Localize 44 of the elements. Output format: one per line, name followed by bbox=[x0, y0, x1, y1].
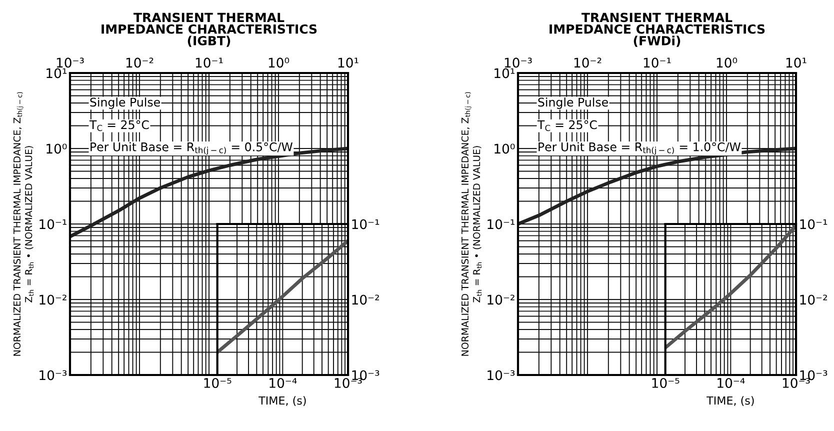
y-tick-label: 10⁻² bbox=[352, 294, 379, 305]
x-tick-label: 10⁰ bbox=[268, 58, 290, 68]
y-tick-label: 10⁻¹ bbox=[800, 219, 828, 230]
annotation: Per Unit Base = R$_{th(j−c)}$ = 1.0°C/W bbox=[538, 142, 741, 155]
x-tick-label: 10⁻² bbox=[126, 58, 154, 68]
x-axis-title: TIME, (s) bbox=[258, 396, 306, 406]
x-tick-label: 10¹ bbox=[786, 58, 806, 68]
y-tick-label: 10⁻² bbox=[800, 294, 827, 305]
y-tick-label: 10⁻³ bbox=[40, 370, 67, 380]
y-tick-label: 10¹ bbox=[494, 68, 514, 78]
x-tick-label: 10⁻⁵ bbox=[652, 378, 680, 388]
text: NORMALIZED TRANSIENT THERMAL IMPEDANCE, Z$_{th(j−c)}$ Z$_{th}$ = R$_{th}$ • (NORMALIZED VALUE) bbox=[13, 92, 34, 356]
x-tick-label: 10⁻³ bbox=[504, 58, 532, 68]
text: NORMALIZED TRANSIENT THERMAL IMPEDANCE, Z$_{th(j−c)}$ Z$_{th}$ = R$_{th}$ • (NORMALIZED VALUE) bbox=[461, 92, 482, 356]
x-tick-label: 10¹ bbox=[338, 58, 358, 68]
x-tick-label: 10⁻⁵ bbox=[204, 378, 232, 388]
annotation: Per Unit Base = R$_{th(j−c)}$ = 0.5°C/W bbox=[90, 142, 293, 155]
y-tick-label: 10⁰ bbox=[494, 144, 515, 154]
x-tick-label: 10⁻¹ bbox=[644, 58, 671, 68]
y-tick-label: 10⁻³ bbox=[488, 370, 515, 380]
x-tick-label: 10⁻² bbox=[574, 58, 602, 68]
y-tick-label: 10⁻¹ bbox=[488, 219, 514, 230]
annotation: Single Pulse bbox=[538, 97, 608, 109]
x-tick-label: 10⁻³ bbox=[56, 58, 84, 68]
y-tick-label: 10⁻¹ bbox=[40, 219, 66, 230]
x-tick-label: 10⁻³ bbox=[334, 378, 362, 388]
annotation: Single Pulse bbox=[90, 97, 160, 109]
y-tick-label: 10⁻¹ bbox=[352, 219, 380, 230]
y-tick-label: 10⁻³ bbox=[352, 370, 380, 380]
x-tick-label: 10⁻⁴ bbox=[718, 378, 745, 388]
y-tick-label: 10⁰ bbox=[46, 144, 67, 154]
y-tick-label: 10¹ bbox=[46, 68, 66, 78]
y-tick-label: 10⁻² bbox=[40, 294, 66, 305]
x-tick-label: 10⁻³ bbox=[782, 378, 810, 388]
y-tick-label: 10⁻² bbox=[488, 294, 514, 305]
y-tick-label: 10⁻³ bbox=[800, 370, 828, 380]
x-tick-label: 10⁻⁴ bbox=[270, 378, 297, 388]
annotation: T$_{C}$ = 25°C bbox=[89, 120, 149, 132]
x-tick-label: 10⁰ bbox=[716, 58, 738, 68]
chart-title: TRANSIENT THERMAL IMPEDANCE CHARACTERISTICS (FWDi) bbox=[550, 12, 765, 47]
annotation: T$_{C}$ = 25°C bbox=[537, 120, 597, 132]
x-tick-label: 10⁻¹ bbox=[196, 58, 223, 68]
x-axis-title: TIME, (s) bbox=[706, 396, 754, 406]
chart-title: TRANSIENT THERMAL IMPEDANCE CHARACTERISTICS (IGBT) bbox=[102, 12, 317, 47]
